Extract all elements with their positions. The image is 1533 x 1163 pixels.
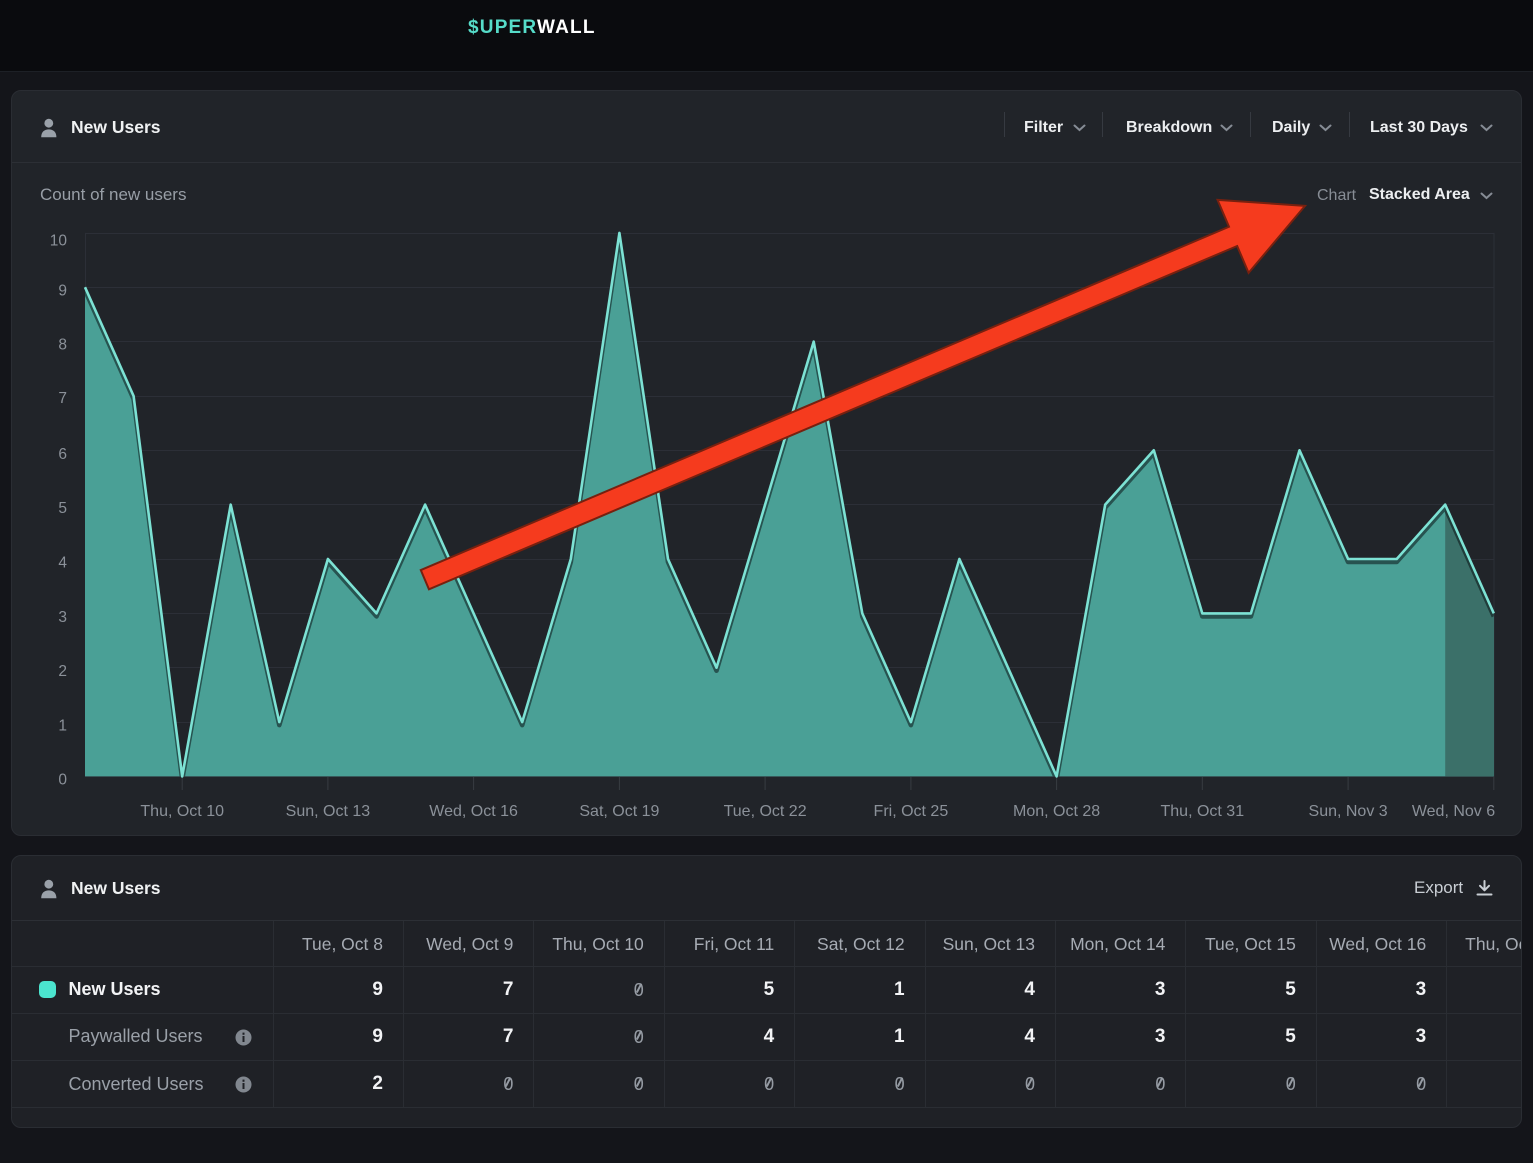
svg-text:9: 9 <box>58 282 67 299</box>
svg-text:Sat, Oct 19: Sat, Oct 19 <box>579 803 659 820</box>
svg-text:3: 3 <box>58 609 67 626</box>
svg-text:Thu, Oct 10: Thu, Oct 10 <box>140 803 224 820</box>
svg-text:4: 4 <box>58 555 67 572</box>
svg-text:Sun, Oct 13: Sun, Oct 13 <box>286 803 371 820</box>
svg-text:7: 7 <box>58 390 67 407</box>
svg-text:1: 1 <box>58 718 67 735</box>
svg-text:5: 5 <box>58 500 67 517</box>
svg-text:Wed, Nov 6: Wed, Nov 6 <box>1412 803 1495 820</box>
svg-text:2: 2 <box>58 663 67 680</box>
svg-text:Mon, Oct 28: Mon, Oct 28 <box>1013 803 1100 820</box>
svg-text:8: 8 <box>58 336 67 353</box>
svg-text:Wed, Oct 16: Wed, Oct 16 <box>429 803 518 820</box>
svg-text:6: 6 <box>58 446 67 463</box>
svg-text:Fri, Oct 25: Fri, Oct 25 <box>874 803 949 820</box>
svg-text:Thu, Oct 31: Thu, Oct 31 <box>1161 803 1245 820</box>
svg-text:Sun, Nov 3: Sun, Nov 3 <box>1309 803 1388 820</box>
svg-text:Tue, Oct 22: Tue, Oct 22 <box>724 803 807 820</box>
svg-text:10: 10 <box>50 232 68 249</box>
svg-text:0: 0 <box>58 771 67 788</box>
